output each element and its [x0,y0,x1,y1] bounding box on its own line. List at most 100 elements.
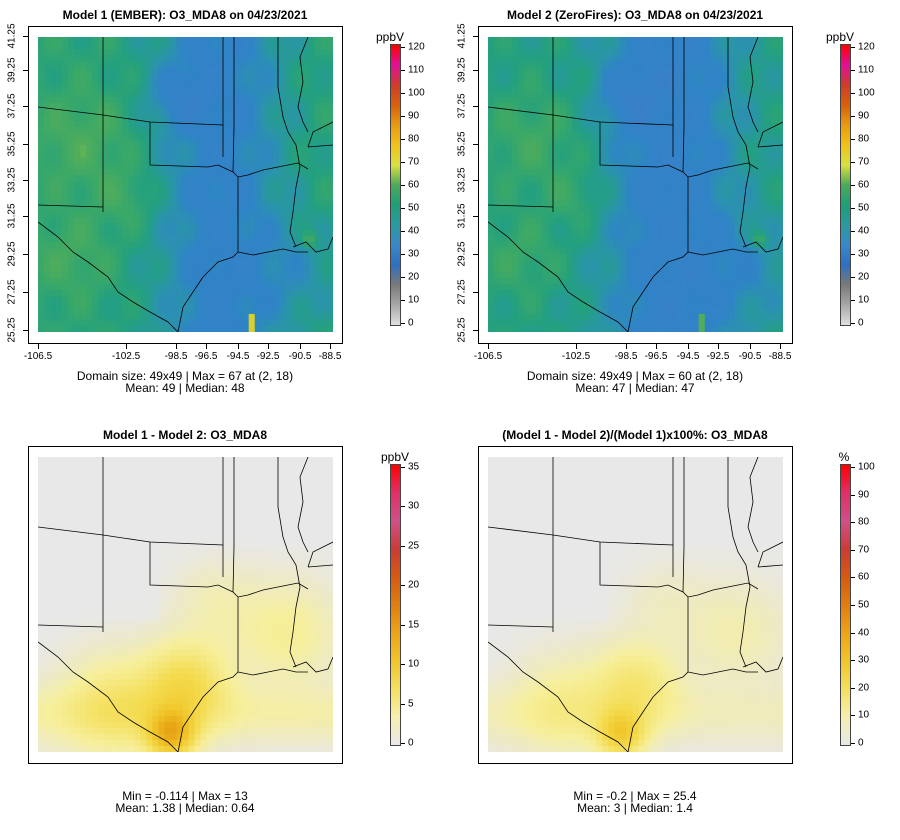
colorbar-tick [851,323,855,324]
y-tick-label: 31.25 [456,203,468,229]
x-tick-mark [656,344,657,349]
colorbar-tick-label: 10 [858,294,870,306]
boundary-line [488,221,629,332]
x-tick-mark [626,344,627,349]
colorbar-tick [401,277,405,278]
colorbar-tick [851,494,855,496]
y-tick-mark [23,330,28,331]
boundary-line [307,541,333,568]
boundary-line [757,564,783,568]
y-tick-mark [23,180,28,181]
x-tick-label: -106.5 [473,351,503,362]
boundary-line [277,37,301,168]
y-tick-label: 35.25 [6,131,18,157]
boundary-line [277,457,301,588]
colorbar-tick-label: 40 [858,627,870,639]
stat-line-2: Mean: 49 | Median: 48 [125,381,245,395]
colorbar-tick [401,545,405,547]
y-tick-mark [23,216,28,217]
colorbar-tick-label: 10 [858,709,870,721]
y-tick-mark [473,36,478,37]
x-tick-label: -96.5 [644,351,668,362]
x-tick-label: -96.5 [194,351,218,362]
boundary-line [297,457,309,553]
boundary-line [742,656,783,673]
x-tick-mark [206,344,207,349]
map-svg [488,37,783,332]
boundary-line [727,37,751,168]
colorbar-tick [401,93,405,94]
y-tick-label: 39.25 [456,57,468,83]
colorbar-tick [401,254,405,255]
boundary-line [237,248,308,256]
x-tick-label: -94.5 [226,351,250,362]
colorbar-tick [851,300,855,301]
colorbar-tick-label: 25 [408,540,420,552]
map-svg [38,457,333,752]
colorbar-tick [851,715,855,717]
colorbar-tick-label: 50 [408,202,420,214]
colorbar-tick [851,277,855,278]
x-tick-mark [38,344,39,349]
y-tick-label: 25.25 [6,317,18,343]
colorbar-tick [851,577,855,579]
map-plot-area [38,457,333,752]
y-tick-label: 33.25 [6,167,18,193]
x-tick-mark [268,344,269,349]
boundary-line [307,564,333,568]
colorbar-tick [851,254,855,255]
y-tick-mark [23,254,28,255]
boundary-line [177,251,239,332]
y-tick-mark [473,106,478,107]
map-svg [488,457,783,752]
colorbar-tick [401,70,405,71]
y-tick-mark [23,106,28,107]
colorbar-tick-label: 0 [858,737,864,749]
colorbar-tick [851,93,855,94]
boundary-line [38,624,104,628]
colorbar-tick-label: 30 [858,248,870,260]
x-tick-label: -90.5 [288,351,312,362]
boundary-line [757,121,783,148]
state-boundaries [38,457,333,752]
boundary-line [687,668,758,676]
stat-line-2: Mean: 1.38 | Median: 0.64 [115,801,255,815]
colorbar-tick [851,162,855,163]
map-svg [38,37,333,332]
y-tick-label: 33.25 [456,167,468,193]
stat-line-2: Mean: 3 | Median: 1.4 [577,801,693,815]
boundary-line [307,144,333,148]
x-tick-label: -88.5 [318,351,342,362]
y-tick-label: 31.25 [6,203,18,229]
panel-title: (Model 1 - Model 2)/(Model 1)x100%: O3_M… [502,428,768,442]
boundary-line [232,457,235,593]
colorbar-tick-label: 100 [858,461,875,473]
x-tick-mark [330,344,331,349]
boundary-line [38,641,179,752]
colorbar-tick [851,467,855,468]
colorbar-tick-label: 90 [858,110,870,122]
y-tick-label: 25.25 [456,317,468,343]
colorbar-tick [851,605,855,606]
boundary-line [488,204,554,208]
y-tick-label: 27.25 [456,279,468,305]
y-tick-mark [23,144,28,145]
colorbar-tick-label: 120 [858,41,875,53]
boundary-line [739,586,751,668]
boundary-line [292,656,333,673]
field-cells [488,457,783,752]
colorbar-tick [851,549,855,551]
y-tick-label: 27.25 [6,279,18,305]
x-tick-label: -98.5 [164,351,188,362]
state-boundaries [38,37,333,332]
x-tick-label: -88.5 [768,351,792,362]
colorbar-tick-label: 40 [858,225,870,237]
field-cells [38,457,333,752]
x-tick-mark [780,344,781,349]
boundary-line [488,641,629,752]
boundary-line [289,586,301,668]
colorbar-tick-label: 15 [408,619,420,631]
panel-title: Model 2 (ZeroFires): O3_MDA8 on 04/23/20… [506,8,764,22]
colorbar-tick [401,185,405,186]
x-tick-label: -98.5 [614,351,638,362]
